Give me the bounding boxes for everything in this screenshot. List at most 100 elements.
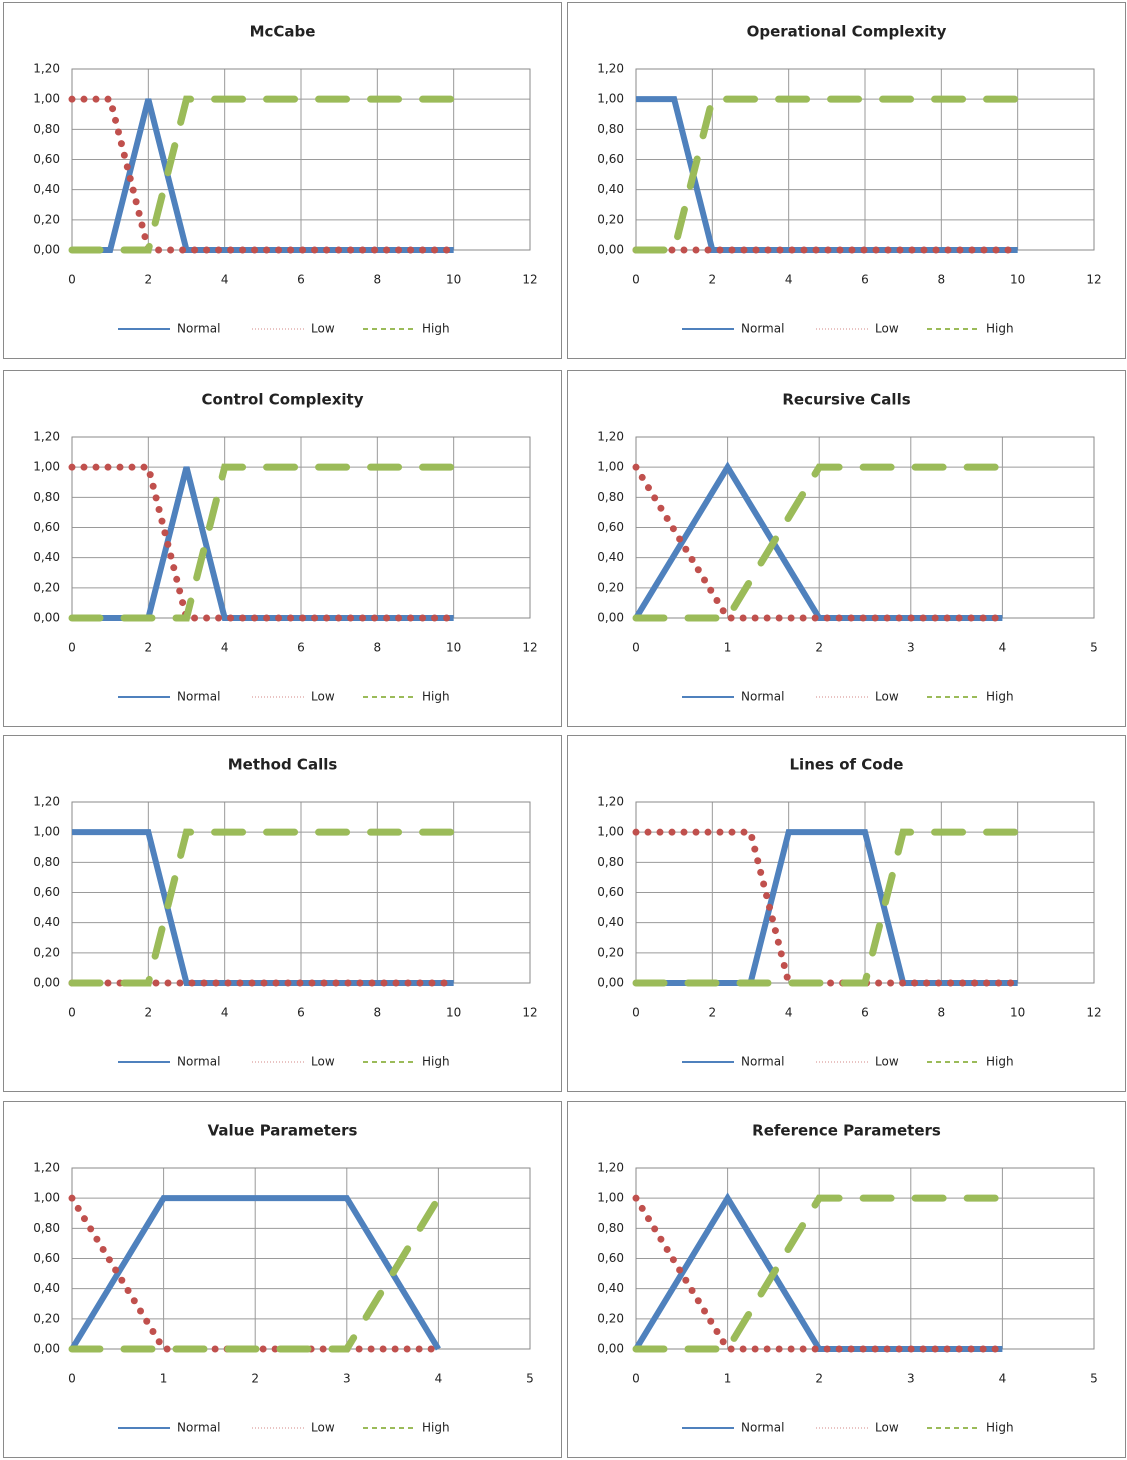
x-tick-label: 4 bbox=[221, 1006, 229, 1020]
legend-label: High bbox=[422, 322, 450, 336]
y-tick-label: 1,20 bbox=[597, 430, 624, 444]
x-tick-label: 5 bbox=[1090, 641, 1098, 655]
series-line bbox=[69, 1195, 441, 1351]
chart-panel: Operational Complexity 0,00 0,20 0,40 0,60 0,… bbox=[567, 2, 1126, 359]
x-tick-label: 10 bbox=[446, 641, 461, 655]
y-tick-label: 0,20 bbox=[33, 1311, 60, 1325]
series-line bbox=[632, 1194, 1006, 1353]
y-tick-label: 0,00 bbox=[33, 611, 60, 625]
y-tick-label: 0,00 bbox=[597, 243, 624, 257]
x-tick-label: 6 bbox=[297, 273, 305, 287]
y-tick-label: 0,20 bbox=[33, 945, 60, 959]
x-tick-label: 10 bbox=[1010, 1006, 1025, 1020]
y-tick-label: 0,40 bbox=[33, 1281, 60, 1295]
x-tick-label: 6 bbox=[297, 1006, 305, 1020]
chart-title: Reference Parameters bbox=[752, 1122, 941, 1140]
legend-label: Normal bbox=[177, 1421, 220, 1435]
series-line bbox=[632, 1194, 1006, 1353]
y-tick-label: 1,20 bbox=[597, 795, 624, 809]
y-tick-label: 0,00 bbox=[597, 1342, 624, 1356]
x-tick-label: 0 bbox=[68, 273, 76, 287]
x-tick-label: 1 bbox=[724, 641, 732, 655]
x-tick-label: 10 bbox=[1010, 273, 1025, 287]
y-tick-label: 0,20 bbox=[597, 945, 624, 959]
y-tick-label: 1,00 bbox=[597, 825, 624, 839]
x-tick-label: 2 bbox=[815, 1372, 823, 1386]
x-tick-label: 6 bbox=[861, 273, 869, 287]
x-tick-label: 1 bbox=[724, 1372, 732, 1386]
y-tick-label: 1,20 bbox=[33, 430, 60, 444]
legend-label: Low bbox=[311, 1421, 335, 1435]
legend-label: High bbox=[422, 690, 450, 704]
legend-label: Low bbox=[875, 690, 899, 704]
x-tick-label: 2 bbox=[709, 273, 717, 287]
legend-label: High bbox=[422, 1421, 450, 1435]
legend-label: Normal bbox=[177, 1055, 220, 1069]
chart-panel: Lines of Code 0,00 0,20 0,40 0,60 0,80 1,00 1,2… bbox=[567, 735, 1126, 1092]
x-tick-label: 1 bbox=[160, 1372, 168, 1386]
series-line bbox=[633, 461, 1003, 621]
x-tick-label: 3 bbox=[907, 1372, 915, 1386]
legend-label: Low bbox=[875, 1055, 899, 1069]
x-tick-label: 4 bbox=[999, 1372, 1007, 1386]
chart-panel: Recursive Calls 0,00 0,20 0,40 0,60 0,80 1,00 1… bbox=[567, 370, 1126, 727]
y-tick-label: 1,20 bbox=[597, 62, 624, 76]
y-tick-label: 0,60 bbox=[33, 885, 60, 899]
y-tick-label: 0,60 bbox=[597, 520, 624, 534]
legend-label: High bbox=[986, 1055, 1014, 1069]
x-tick-label: 2 bbox=[145, 641, 153, 655]
x-tick-label: 0 bbox=[632, 1372, 640, 1386]
panel-frame bbox=[567, 2, 1126, 359]
y-tick-label: 0,40 bbox=[597, 182, 624, 196]
series-line bbox=[68, 828, 458, 987]
x-tick-label: 6 bbox=[861, 1006, 869, 1020]
x-tick-label: 0 bbox=[632, 273, 640, 287]
legend-label: Normal bbox=[177, 322, 220, 336]
x-tick-label: 4 bbox=[785, 1006, 793, 1020]
x-tick-label: 0 bbox=[68, 641, 76, 655]
y-tick-label: 0,80 bbox=[33, 855, 60, 869]
y-tick-label: 1,20 bbox=[33, 62, 60, 76]
x-tick-label: 12 bbox=[522, 273, 537, 287]
y-tick-label: 0,60 bbox=[33, 520, 60, 534]
y-tick-label: 0,40 bbox=[597, 915, 624, 929]
x-tick-label: 10 bbox=[446, 273, 461, 287]
x-tick-label: 5 bbox=[1090, 1372, 1098, 1386]
x-tick-label: 4 bbox=[221, 273, 229, 287]
x-tick-label: 3 bbox=[343, 1372, 351, 1386]
y-tick-label: 0,00 bbox=[597, 976, 624, 990]
y-tick-label: 0,00 bbox=[33, 243, 60, 257]
y-tick-label: 1,20 bbox=[33, 1161, 60, 1175]
y-tick-label: 1,00 bbox=[597, 92, 624, 106]
y-tick-label: 0,40 bbox=[597, 1281, 624, 1295]
y-tick-label: 0,80 bbox=[597, 490, 624, 504]
y-tick-label: 0,20 bbox=[33, 580, 60, 594]
y-tick-label: 0,00 bbox=[33, 976, 60, 990]
y-tick-label: 0,20 bbox=[33, 212, 60, 226]
x-tick-label: 2 bbox=[709, 1006, 717, 1020]
chart-panel: Reference Parameters 0,00 0,20 0,40 0,60 0,80… bbox=[567, 1101, 1126, 1458]
y-tick-label: 1,00 bbox=[597, 1191, 624, 1205]
x-tick-label: 10 bbox=[446, 1006, 461, 1020]
y-tick-label: 0,80 bbox=[597, 855, 624, 869]
series-line bbox=[68, 463, 458, 622]
legend-label: High bbox=[986, 322, 1014, 336]
legend-label: Normal bbox=[177, 690, 220, 704]
y-tick-label: 1,00 bbox=[33, 92, 60, 106]
x-tick-label: 2 bbox=[815, 641, 823, 655]
x-tick-label: 6 bbox=[297, 641, 305, 655]
chart-panel: Method Calls 0,00 0,20 0,40 0,60 0,80 1,00 1,20… bbox=[3, 735, 562, 1092]
panel-frame bbox=[3, 370, 562, 727]
y-tick-label: 0,40 bbox=[33, 915, 60, 929]
y-tick-label: 0,60 bbox=[597, 152, 624, 166]
legend-label: High bbox=[422, 1055, 450, 1069]
series-line bbox=[68, 95, 458, 254]
x-tick-label: 8 bbox=[374, 641, 382, 655]
legend-label: High bbox=[986, 1421, 1014, 1435]
x-tick-label: 8 bbox=[938, 1006, 946, 1020]
x-tick-label: 12 bbox=[1086, 273, 1101, 287]
y-tick-label: 1,20 bbox=[597, 1161, 624, 1175]
y-tick-label: 1,20 bbox=[33, 795, 60, 809]
y-tick-label: 0,80 bbox=[33, 122, 60, 136]
legend-label: Low bbox=[875, 1421, 899, 1435]
